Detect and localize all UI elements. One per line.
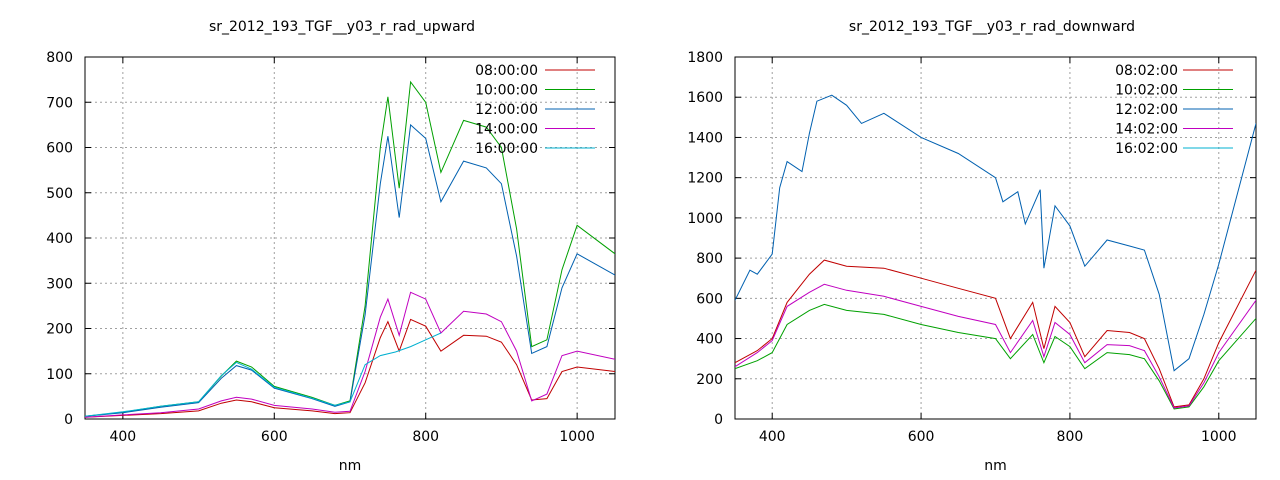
y-tick-label: 400 <box>46 231 73 247</box>
legend-label: 16:00:00 <box>475 141 538 157</box>
series-line-120200 <box>735 94 1256 372</box>
x-axis-label: nm <box>339 458 362 474</box>
chart-downward: sr_2012_193_TGF__y03_r_rad_downward 400 60… <box>687 19 1257 474</box>
series-line-120000 <box>85 123 615 417</box>
y-tick-label: 800 <box>696 251 723 267</box>
legend-label: 12:02:00 <box>1115 102 1178 118</box>
legend-label: 14:02:00 <box>1115 122 1178 138</box>
x-tick-label: 1000 <box>1201 429 1237 445</box>
y-tick-label: 100 <box>46 367 73 383</box>
series-group <box>85 80 615 418</box>
y-tick-label: 1200 <box>687 171 723 187</box>
legend-label: 16:02:00 <box>1115 141 1178 157</box>
legend-label: 10:00:00 <box>475 83 538 99</box>
chart-title: sr_2012_193_TGF__y03_r_rad_upward <box>209 19 475 35</box>
x-axis-label: nm <box>984 458 1007 474</box>
x-tick-label: 1000 <box>559 429 595 445</box>
y-tick-label: 800 <box>46 50 73 66</box>
legend-label: 14:00:00 <box>475 122 538 138</box>
x-tick-label: 400 <box>109 429 136 445</box>
plot-frame <box>734 56 1257 420</box>
y-tick-label: 600 <box>696 291 723 307</box>
chart-title: sr_2012_193_TGF__y03_r_rad_downward <box>849 19 1135 35</box>
x-tick-label: 800 <box>1057 429 1084 445</box>
y-tick-label: 500 <box>46 186 73 202</box>
y-tick-label: 1000 <box>687 211 723 227</box>
y-tick-label: 200 <box>696 372 723 388</box>
x-tick-label: 600 <box>908 429 935 445</box>
x-tick-label: 400 <box>759 429 786 445</box>
y-tick-label: 1600 <box>687 90 723 106</box>
series-line-140000 <box>85 291 615 418</box>
y-tick-label: 200 <box>46 322 73 338</box>
y-tick-label: 600 <box>46 141 73 157</box>
series-group <box>735 94 1256 410</box>
series-line-140200 <box>735 283 1256 409</box>
legend-label: 08:02:00 <box>1115 63 1178 79</box>
y-tick-label: 300 <box>46 276 73 292</box>
y-tick-label: 0 <box>64 412 73 428</box>
legend-label: 10:02:00 <box>1115 83 1178 99</box>
series-line-080000 <box>85 318 615 418</box>
y-tick-label: 400 <box>696 332 723 348</box>
legend-label: 12:00:00 <box>475 102 538 118</box>
chart-upward: sr_2012_193_TGF__y03_r_rad_upward 400 600 8… <box>46 19 616 474</box>
series-line-080200 <box>735 259 1256 408</box>
x-tick-label: 600 <box>261 429 288 445</box>
y-tick-label: 0 <box>714 412 723 428</box>
legend-label: 08:00:00 <box>475 63 538 79</box>
y-tick-label: 1800 <box>687 50 723 66</box>
series-line-160000 <box>85 332 442 417</box>
x-tick-label: 800 <box>412 429 439 445</box>
y-tick-label: 700 <box>46 95 73 111</box>
series-line-100200 <box>735 303 1256 410</box>
y-tick-label: 1400 <box>687 130 723 146</box>
